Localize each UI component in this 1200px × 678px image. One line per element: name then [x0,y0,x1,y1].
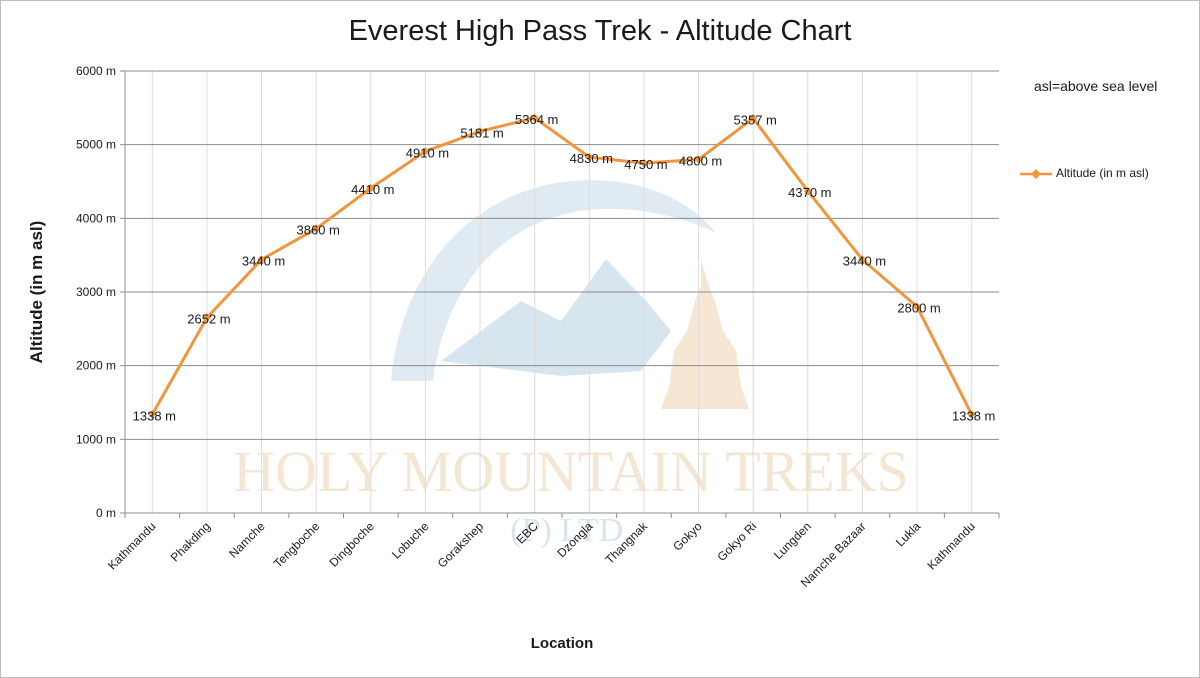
data-point [202,313,212,322]
data-label: 4750 m [624,157,667,172]
y-tick-label: 6000 m [76,64,116,78]
data-point [858,255,867,264]
category-labels: Kathmandu Phakding Namche Tengboche Dingboch… [105,519,978,590]
data-label: 4830 m [570,151,613,166]
data-label: 5181 m [460,125,503,140]
data-point [967,410,976,419]
category-label: Lukla [893,519,923,549]
category-label: Gokyo [670,519,705,554]
y-tick-label: 1000 m [76,432,116,446]
y-axis-label: Altitude (in m asl) [27,220,46,364]
y-tick-label: 4000 m [76,211,116,225]
data-point [421,147,430,156]
data-label: 4800 m [679,153,722,168]
chart-title: Everest High Pass Trek - Altitude Chart [348,15,852,47]
data-point [257,255,266,264]
data-label: 3440 m [242,254,285,269]
data-label: 2652 m [187,312,230,327]
data-label: 2800 m [897,301,940,316]
category-label: Namche [226,519,268,561]
category-label: Kathmandu [924,519,977,572]
y-tick-label: 2000 m [76,359,116,373]
category-label: Tengboche [271,519,323,571]
category-label: Dingboche [326,519,377,570]
gridlines [125,70,999,513]
data-label: 5357 m [734,112,777,127]
data-label: 3440 m [843,254,886,269]
data-label: 1338 m [952,408,995,423]
legend-swatch [1020,169,1052,179]
data-point [148,410,157,419]
data-label: 3860 m [297,223,340,238]
y-tick-label: 5000 m [76,138,116,152]
category-label: Lungden [771,519,814,562]
asl-note: asl=above sea level [1034,78,1158,94]
category-label: Dzongla [554,519,595,560]
y-tick-label: 3000 m [76,285,116,299]
legend-label: Altitude (in m asl) [1056,166,1149,180]
category-label: Gokyo Ri [715,519,760,564]
category-label: EBC [513,519,541,547]
x-axis [124,71,1000,518]
category-label: Lobuche [389,519,432,562]
data-label: 5364 m [515,112,558,127]
y-axis-ticks: 0 m 1000 m 2000 m 3000 m 4000 m 5000 m 6000 m [76,64,125,520]
category-label: Gorakshep [435,519,487,571]
data-label: 1338 m [133,408,176,423]
data-point [475,127,485,136]
data-point [366,183,376,193]
data-point [912,302,922,311]
x-axis-label: Location [530,635,594,652]
data-labels: 1338 m 2652 m 3440 m 3860 m 4410 m 4910 m 5181… [133,112,996,424]
data-label: 4910 m [406,145,449,160]
category-label: Thangnak [602,519,650,567]
data-label: 4410 m [351,182,394,197]
series-line [151,116,974,416]
data-label: 4370 m [788,185,831,200]
category-label: Kathmandu [105,519,158,572]
category-label: Phakding [168,519,213,564]
y-tick-label: 0 m [96,506,116,520]
data-point [311,224,321,233]
